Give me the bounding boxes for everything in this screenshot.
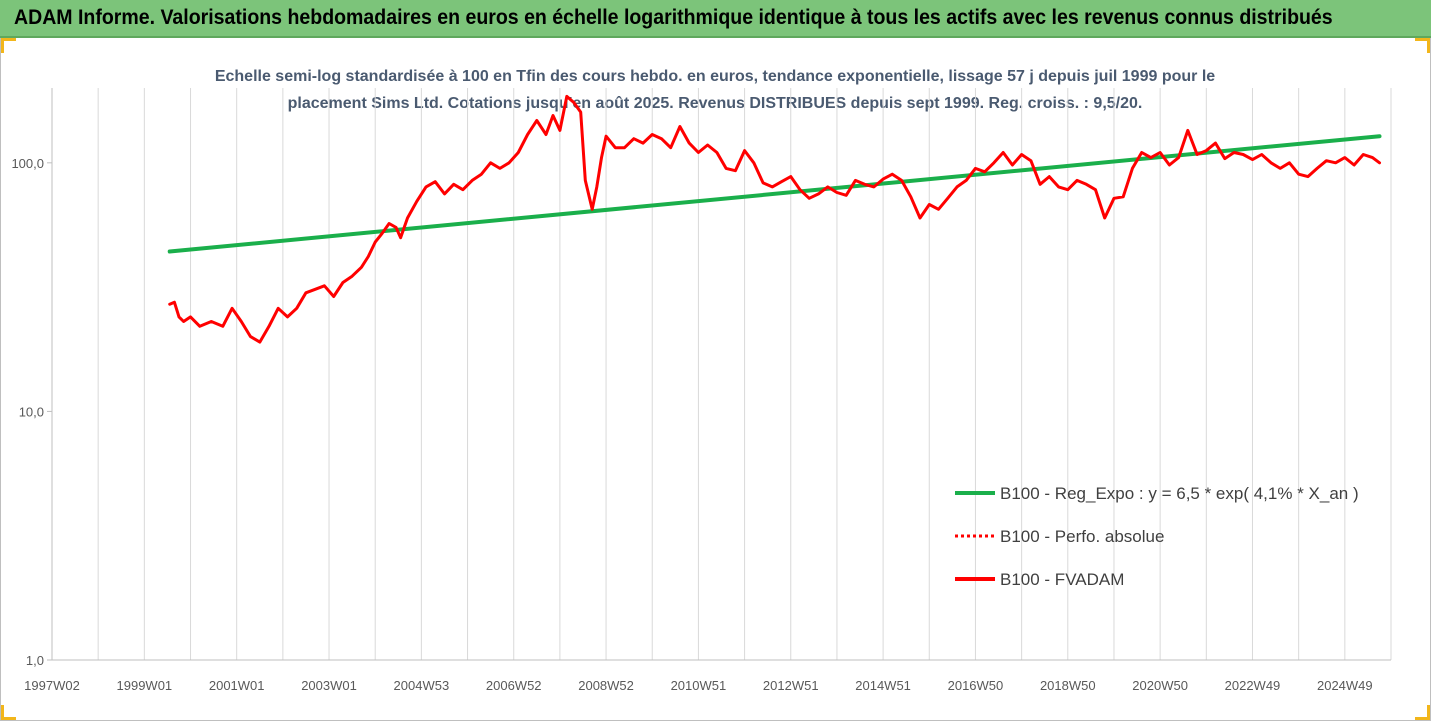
x-tick-label-7: 2010W51 [671,678,727,693]
x-tick-label-12: 2020W50 [1132,678,1188,693]
y-tick-label-1: 10,0 [19,404,44,419]
header-bar: ADAM Informe. Valorisations hebdomadaire… [0,0,1431,38]
x-tick-label-1: 1999W01 [117,678,173,693]
x-tick-label-11: 2018W50 [1040,678,1096,693]
legend: B100 - Reg_Expo : y = 6,5 * exp( 4,1% * … [955,484,1359,589]
x-tick-label-6: 2008W52 [578,678,634,693]
x-tick-label-0: 1997W02 [24,678,80,693]
x-tick-label-14: 2024W49 [1317,678,1373,693]
fvadam-line [168,94,1381,344]
y-tick-label-0: 1,0 [26,653,44,668]
legend-label-perfo: B100 - Perfo. absolue [1000,527,1164,546]
x-tick-label-9: 2014W51 [855,678,911,693]
corner-handle-top-right[interactable] [1415,38,1430,53]
x-tick-label-2: 2001W01 [209,678,265,693]
series-lines [167,94,1382,344]
header-title: ADAM Informe. Valorisations hebdomadaire… [14,6,1333,29]
x-tick-label-8: 2012W51 [763,678,819,693]
x-tick-label-5: 2006W52 [486,678,542,693]
chart-subtitle-line-2: placement Sims Ltd. Cotations jusqu'en a… [288,95,1143,112]
legend-label-trend: B100 - Reg_Expo : y = 6,5 * exp( 4,1% * … [1000,484,1359,503]
x-tick-label-13: 2022W49 [1225,678,1281,693]
corner-handle-bottom-left[interactable] [1,705,16,720]
x-gridlines [51,88,1392,660]
corner-handle-bottom-right[interactable] [1415,705,1430,720]
y-tick-label-2: 100,0 [11,156,44,171]
x-tick-label-3: 2003W01 [301,678,357,693]
axes: 1,0 10,0 100,0 1997W02 1999W01 2001W01 2003W01… [11,88,1391,693]
x-tick-label-10: 2016W50 [948,678,1004,693]
chart-subtitle-line-1: Echelle semi-log standardisée à 100 en T… [215,68,1215,85]
legend-label-fvadam: B100 - FVADAM [1000,570,1124,589]
x-tick-label-4: 2004W53 [394,678,450,693]
corner-handle-top-left[interactable] [1,38,16,53]
